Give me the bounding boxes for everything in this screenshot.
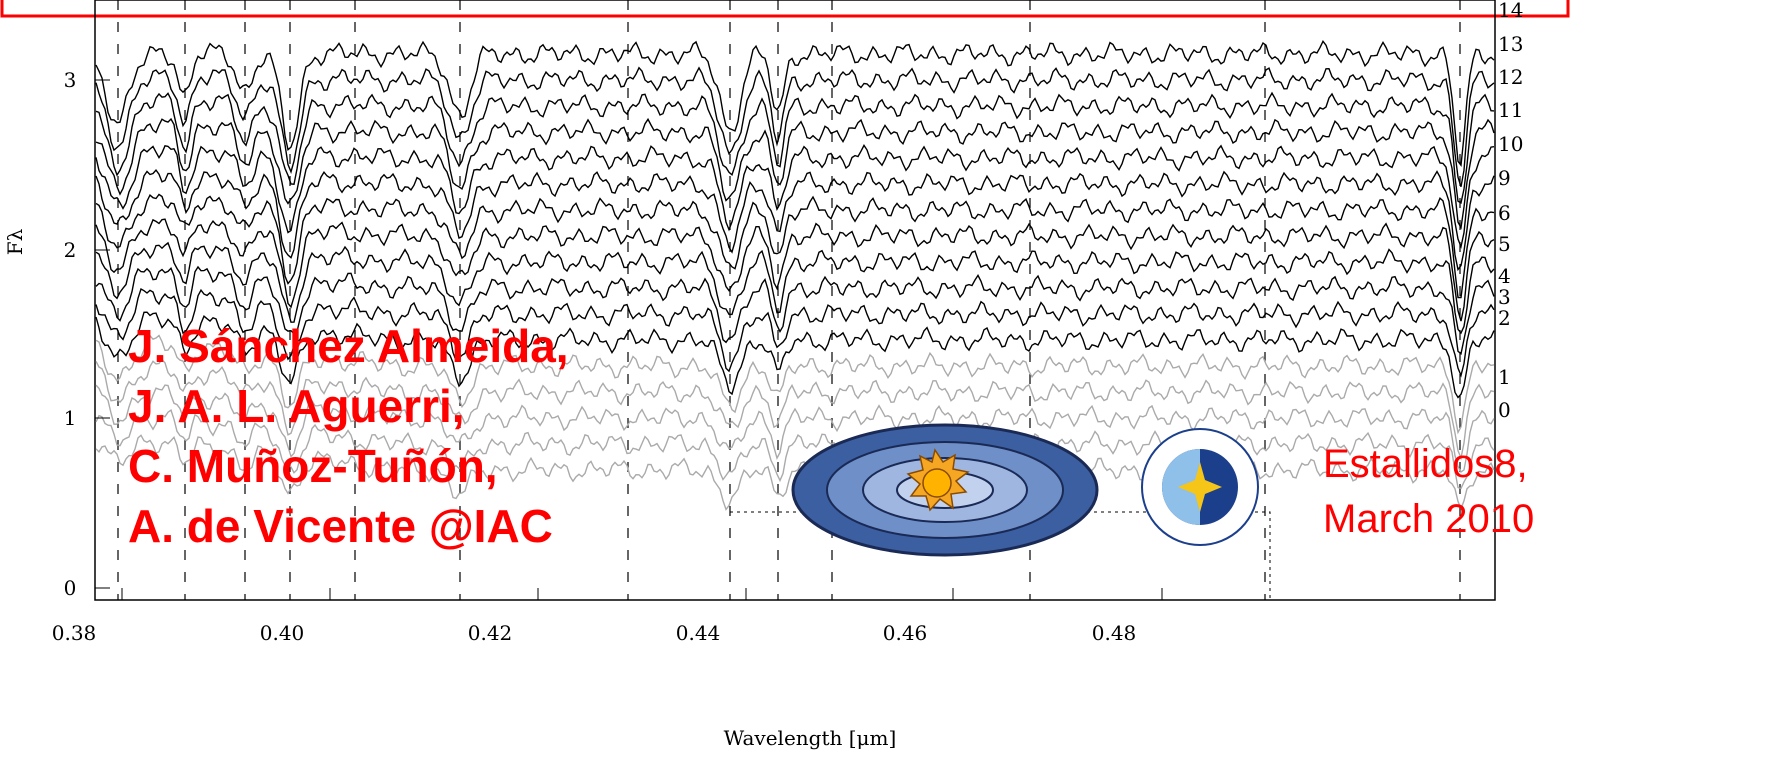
- spectrum: [95, 168, 1495, 272]
- spectrum: [95, 144, 1495, 250]
- curve-label: 0: [1498, 398, 1511, 422]
- curve-label: 6: [1498, 201, 1511, 225]
- curve-label: 1: [1498, 365, 1511, 389]
- curve-label: 10: [1498, 132, 1523, 156]
- author-name: A. de Vicente @IAC: [128, 500, 553, 552]
- curve-label: 11: [1498, 98, 1523, 122]
- x-axis-label: Wavelength [μm]: [724, 726, 897, 750]
- spectra-plot: [94, 0, 1496, 601]
- spectrum: [95, 434, 1495, 511]
- x-tick-label: 0.44: [676, 621, 721, 645]
- y-tick-label: 1: [64, 406, 77, 430]
- x-tick-label: 0.48: [1092, 621, 1137, 645]
- plot-frame: [94, 0, 1496, 601]
- galaxy-logo: [791, 423, 1099, 557]
- spectrum: [95, 193, 1495, 299]
- title-frame: [0, 0, 1570, 18]
- author-name: J. A. L. Aguerri,: [128, 380, 465, 432]
- spectrum: [95, 39, 1495, 168]
- spectrum: [95, 334, 1495, 435]
- spectrum: [95, 241, 1495, 335]
- y-tick-label: 2: [64, 238, 77, 262]
- spectrum: [95, 311, 1495, 399]
- y-tick-label: 3: [64, 68, 77, 92]
- spectrum: [95, 358, 1495, 461]
- x-tick-label: 0.40: [260, 621, 305, 645]
- author-name: C. Muñoz-Tuñón,: [128, 440, 498, 492]
- author-name: J. Sánchez Almeida,: [128, 320, 569, 372]
- curve-label: 14: [1498, 0, 1523, 22]
- x-tick-label: 0.46: [883, 621, 928, 645]
- line-marker: [730, 511, 1271, 600]
- spectrum: [95, 117, 1495, 230]
- event-info: Estallidos8,: [1323, 442, 1528, 486]
- curve-label: 12: [1498, 65, 1523, 89]
- spectrum: [95, 66, 1495, 188]
- spectrum: [95, 287, 1495, 378]
- x-tick-label: 0.42: [468, 621, 513, 645]
- curve-label: 9: [1498, 166, 1511, 190]
- y-tick-label: 0: [64, 576, 77, 600]
- spectrum: [95, 408, 1495, 490]
- curve-label: 5: [1498, 232, 1511, 256]
- y-axis-label: Fλ: [3, 228, 27, 255]
- spectrum: [95, 91, 1495, 204]
- curve-label: 13: [1498, 32, 1523, 56]
- curve-label: 2: [1498, 306, 1511, 330]
- event-info: March 2010: [1323, 497, 1534, 541]
- spectrum: [95, 218, 1495, 322]
- spectrum: [95, 265, 1495, 355]
- x-tick-label: 0.38: [52, 621, 97, 645]
- spectrum: [95, 384, 1495, 474]
- iac-logo: [1141, 428, 1259, 546]
- curve-label: 4: [1498, 264, 1511, 288]
- curve-label: 3: [1498, 285, 1511, 309]
